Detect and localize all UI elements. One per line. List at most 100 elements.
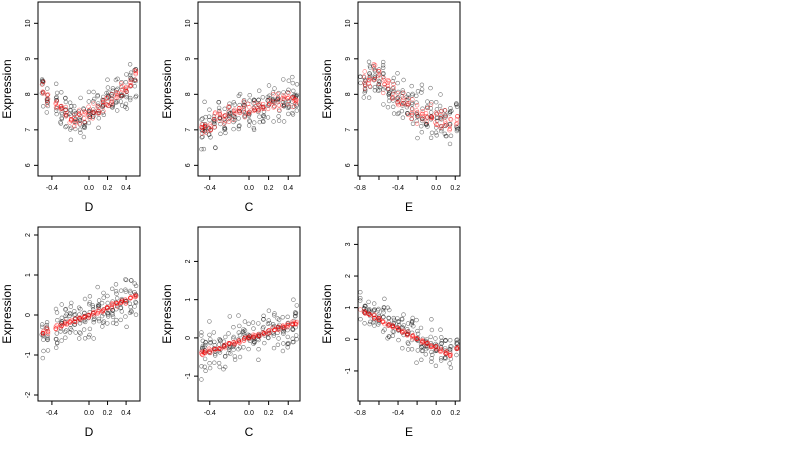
observed-point: [368, 319, 373, 324]
observed-point: [419, 82, 425, 88]
observed-point: [101, 290, 106, 296]
observed-point: [260, 95, 265, 100]
observed-point: [396, 337, 401, 343]
fitted-point: [207, 346, 212, 351]
fitted-point: [371, 316, 377, 321]
observed-point: [82, 122, 88, 128]
observed-point: [376, 78, 382, 84]
observed-point: [375, 308, 381, 313]
fitted-point: [109, 99, 115, 104]
observed-point: [95, 92, 100, 98]
fitted-point: [72, 115, 77, 121]
fitted-point: [438, 116, 443, 121]
fitted-point: [128, 295, 133, 300]
observed-point: [395, 80, 400, 86]
observed-point: [113, 100, 119, 105]
fitted-point: [86, 113, 91, 118]
fitted-point: [212, 348, 217, 353]
fitted-point: [208, 124, 213, 129]
fitted-point: [414, 102, 420, 108]
scatter-panel-5: -0.4 0.0 0.2 0.4 -1 0 1 2 C Expression: [160, 226, 301, 439]
observed-point: [257, 88, 262, 93]
observed-point: [271, 119, 276, 124]
observed-point: [404, 104, 410, 110]
observed-point: [231, 334, 236, 340]
fitted-point: [133, 68, 138, 73]
observed-point: [358, 296, 363, 301]
observed-point: [420, 106, 425, 111]
y-tick-label: 10: [345, 19, 352, 27]
observed-point: [376, 322, 381, 327]
observed-point: [202, 356, 208, 362]
fitted-point: [372, 313, 377, 318]
y-tick-label: 3: [345, 242, 352, 246]
y-tick-label: 0: [185, 336, 192, 340]
observed-point: [419, 90, 424, 95]
fitted-point: [285, 325, 290, 330]
fitted-point: [367, 312, 373, 317]
observed-point: [68, 304, 74, 309]
fitted-point: [376, 81, 382, 87]
fitted-point: [362, 80, 367, 85]
fitted-point: [358, 307, 363, 312]
fitted-point: [391, 81, 396, 87]
observed-point: [118, 317, 123, 323]
observed-point: [372, 323, 377, 328]
observed-point: [63, 316, 69, 321]
observed-point: [118, 288, 124, 293]
fitted-point: [132, 294, 138, 300]
fitted-point: [77, 316, 82, 322]
fitted-point: [63, 108, 68, 113]
observed-point: [236, 126, 242, 132]
observed-point: [366, 59, 372, 64]
observed-point: [434, 125, 439, 130]
observed-point: [223, 353, 228, 359]
observed-point: [414, 360, 419, 365]
fitted-point: [443, 113, 448, 119]
observed-point: [99, 300, 105, 306]
fitted-point: [438, 348, 444, 353]
observed-point: [251, 97, 257, 103]
observed-point: [276, 336, 281, 341]
observed-point: [358, 80, 363, 86]
fitted-point: [101, 108, 106, 114]
y-tick-label: 6: [185, 163, 192, 167]
y-tick-label: 2: [25, 233, 32, 237]
x-tick-label: -0.4: [392, 410, 404, 417]
fitted-point: [265, 106, 271, 112]
fitted-point: [290, 95, 296, 101]
observed-point: [285, 334, 290, 340]
observed-point: [105, 321, 110, 326]
observed-point: [202, 99, 207, 105]
observed-point: [40, 333, 46, 339]
x-tick-label: -0.4: [204, 410, 216, 417]
observed-point: [132, 83, 138, 89]
x-axis-title: E: [405, 200, 413, 214]
fitted-point: [366, 81, 371, 86]
observed-point: [420, 118, 425, 124]
observed-point: [362, 303, 367, 309]
observed-point: [454, 128, 460, 134]
fitted-point: [91, 101, 96, 106]
observed-point: [455, 337, 460, 342]
fitted-point: [72, 319, 78, 325]
observed-point: [124, 106, 130, 111]
fitted-point: [281, 325, 286, 330]
fitted-point: [282, 325, 287, 331]
observed-point: [439, 335, 444, 340]
fitted-point: [236, 338, 241, 343]
fitted-point: [82, 315, 87, 320]
observed-point: [414, 317, 419, 323]
x-axis-title: E: [405, 425, 413, 439]
fitted-point: [128, 77, 133, 83]
fitted-point: [251, 108, 257, 114]
y-tick-label: 9: [345, 57, 352, 61]
observed-point: [90, 303, 96, 308]
observed-point: [272, 313, 277, 318]
fitted-point: [275, 95, 281, 100]
fitted-point: [286, 101, 291, 107]
fitted-point: [280, 323, 286, 328]
fitted-point: [293, 101, 298, 107]
fitted-point: [53, 326, 58, 331]
fitted-point: [87, 107, 93, 112]
